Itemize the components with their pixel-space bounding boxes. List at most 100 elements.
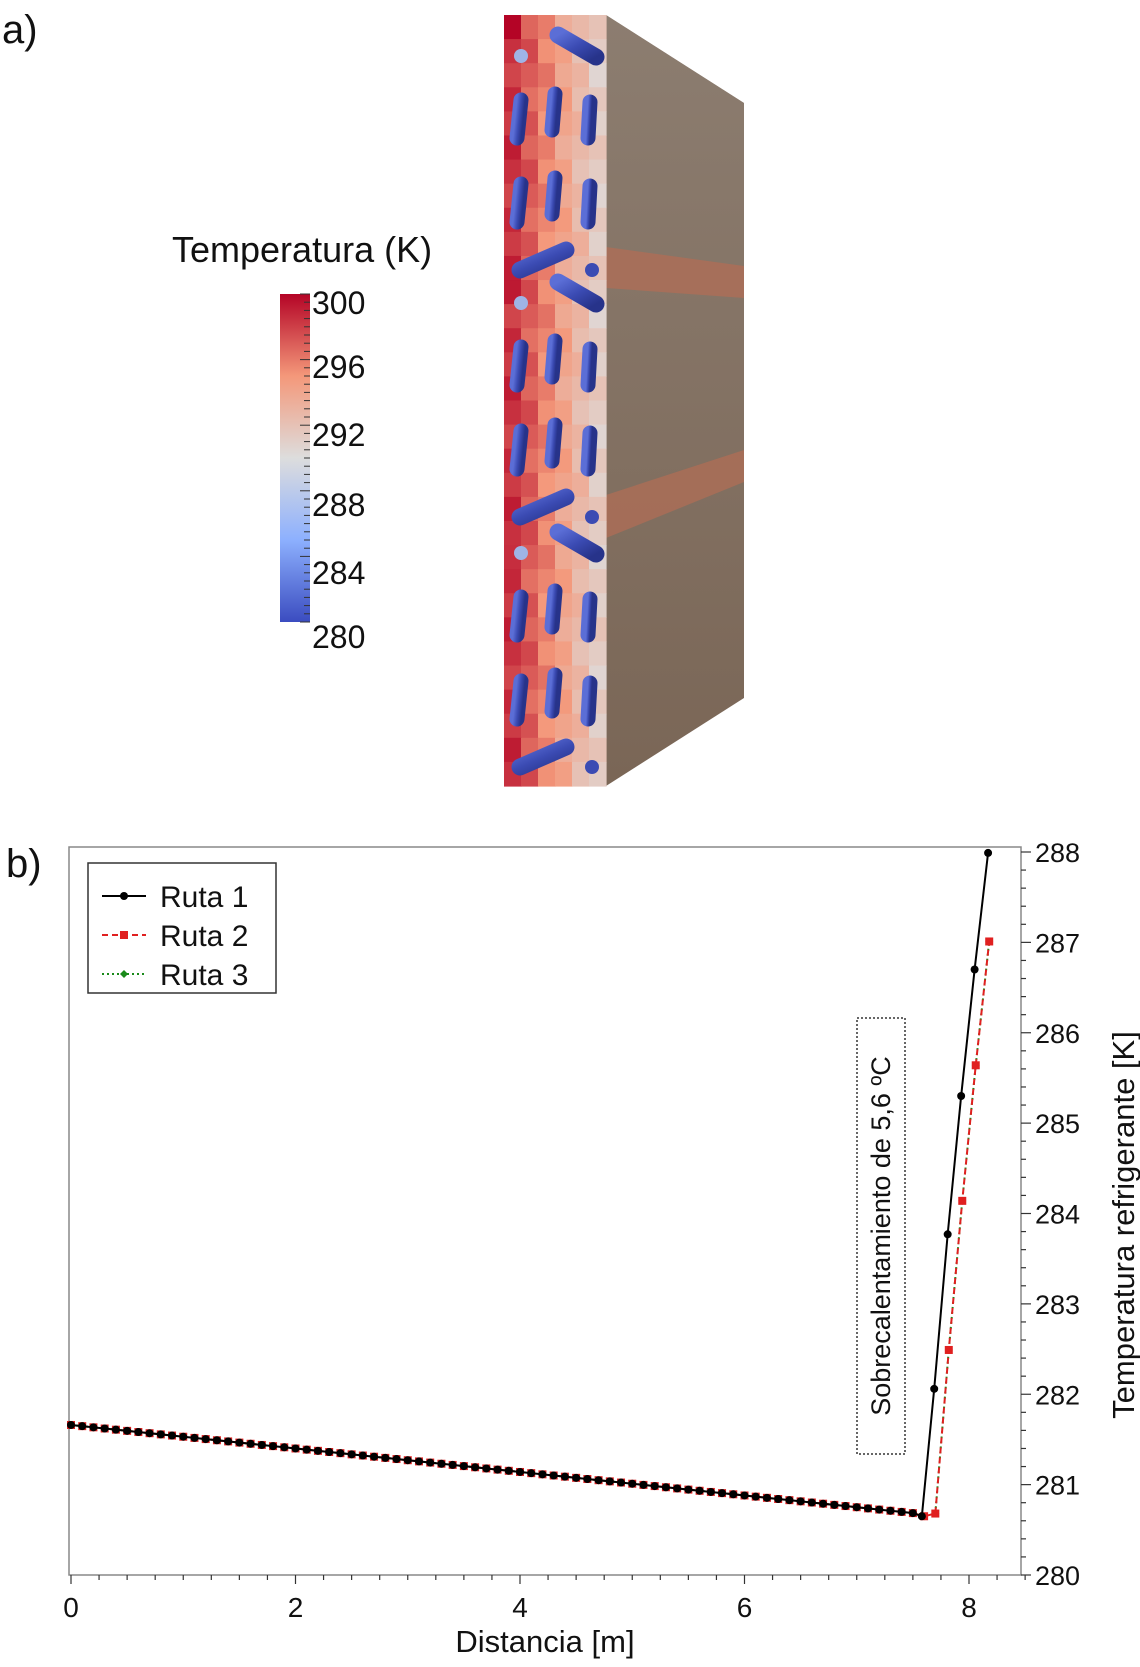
data-point: [944, 1345, 953, 1354]
heatmap-cell: [555, 641, 573, 667]
plot-frame: [68, 846, 1022, 1576]
heatmap-cell: [521, 135, 539, 161]
block-side-face: [606, 15, 744, 786]
annotation-frame: [856, 1017, 906, 1455]
data-point: [156, 1430, 165, 1439]
data-point: [785, 1496, 794, 1505]
refrigerant-tube: [509, 673, 529, 727]
heatmap-cell: [504, 569, 522, 594]
data-point: [527, 1469, 536, 1478]
data-point: [370, 1452, 379, 1461]
refrigerant-tube: [544, 86, 563, 138]
x-tick-label: 2: [288, 1592, 304, 1623]
data-point: [78, 1422, 87, 1431]
legend-marker: [120, 892, 128, 900]
heatmap-cell: [504, 63, 522, 88]
series-ruta-3: [67, 937, 994, 1521]
heatmap-cell: [572, 63, 590, 88]
x-tick-label: 4: [512, 1592, 528, 1623]
heatmap-cell: [572, 400, 590, 426]
colorbar-tick-288: 288: [312, 487, 365, 523]
x-axis-label: Distancia [m]: [455, 1624, 634, 1659]
heatmap-cell: [572, 304, 590, 329]
data-point: [392, 1455, 401, 1464]
data-point: [201, 1435, 210, 1444]
data-point: [706, 1487, 715, 1496]
data-point: [448, 1460, 457, 1469]
tube-cross-section: [514, 49, 528, 63]
heatmap-cell: [589, 159, 607, 185]
heatmap-cell: [572, 472, 590, 498]
tube-cross-section: [585, 760, 599, 774]
data-point: [302, 1445, 311, 1454]
data-point: [123, 1426, 132, 1435]
data-point: [762, 1493, 771, 1502]
data-point: [594, 1476, 603, 1485]
y-tick-label: 283: [1035, 1290, 1080, 1320]
legend-label: Ruta 3: [160, 959, 248, 992]
refrigerant-tube: [509, 423, 529, 477]
heatmap-cell: [504, 472, 522, 498]
data-point: [875, 1505, 884, 1514]
data-point: [347, 1450, 356, 1459]
data-point: [886, 1506, 895, 1515]
heatmap-cell: [521, 231, 539, 257]
tube-cross-section: [514, 546, 528, 560]
heatmap-cell: [504, 231, 522, 257]
block-fin-band-1: [606, 247, 744, 298]
data-point: [628, 1479, 637, 1488]
legend-label: Ruta 1: [160, 881, 248, 914]
series-ruta-2: [67, 937, 994, 1521]
data-point: [549, 1471, 558, 1480]
refrigerant-tube: [580, 178, 598, 230]
heatmap-cell: [504, 737, 522, 763]
data-point: [269, 1442, 278, 1451]
heatmap-cell: [589, 63, 607, 88]
data-point: [819, 1499, 828, 1508]
heat-exchanger-block: [504, 15, 744, 787]
data-point: [235, 1438, 244, 1447]
data-point: [336, 1449, 345, 1458]
data-point: [190, 1433, 199, 1442]
legend: Ruta 1 Ruta 2 Ruta 3: [87, 862, 277, 994]
colorbar-tick-284: 284: [312, 555, 365, 591]
legend-marker: [120, 970, 128, 978]
refrigerant-tube: [511, 241, 575, 279]
data-point: [212, 1436, 221, 1445]
heatmap-cell: [504, 304, 522, 329]
x-tick-label: 8: [961, 1592, 977, 1623]
heatmap-cell: [521, 376, 539, 402]
y-tick-label: 286: [1035, 1019, 1080, 1049]
heatmap-cell: [521, 207, 539, 233]
colorbar-tick-292: 292: [312, 417, 365, 453]
refrigerant-tube: [544, 417, 563, 469]
annotation-text: Sobrecalentamiento de 5,6 ºC: [866, 1056, 896, 1416]
data-point: [516, 1467, 524, 1476]
colorbar-tick-280: 280: [312, 619, 365, 655]
refrigerant-tubes: [509, 26, 605, 776]
heatmap-cell: [521, 15, 539, 40]
data-point: [538, 1470, 547, 1479]
heatmap-cell: [589, 231, 607, 257]
legend-marker: [120, 931, 128, 939]
data-point: [917, 1512, 926, 1521]
data-point: [970, 965, 979, 974]
heatmap-cell: [572, 15, 590, 40]
data-point: [774, 1494, 783, 1503]
y-tick-label: 287: [1035, 928, 1080, 958]
data-point: [897, 1507, 906, 1516]
heatmap-cell: [538, 304, 556, 329]
refrigerant-tube: [549, 523, 605, 563]
colorbar: 300 296 292 288 284 280: [280, 285, 365, 655]
data-point: [661, 1483, 670, 1492]
data-point: [673, 1484, 682, 1493]
data-point: [841, 1502, 850, 1511]
data-point: [957, 1092, 966, 1101]
y-tick-label: 285: [1035, 1109, 1080, 1139]
data-point: [358, 1451, 367, 1460]
y-tick-label: 280: [1035, 1561, 1080, 1591]
heatmap-cell: [538, 713, 556, 739]
colorbar-title: Temperatura (K): [172, 229, 432, 270]
x-tick-label: 0: [63, 1592, 79, 1623]
refrigerant-tube: [580, 341, 598, 393]
